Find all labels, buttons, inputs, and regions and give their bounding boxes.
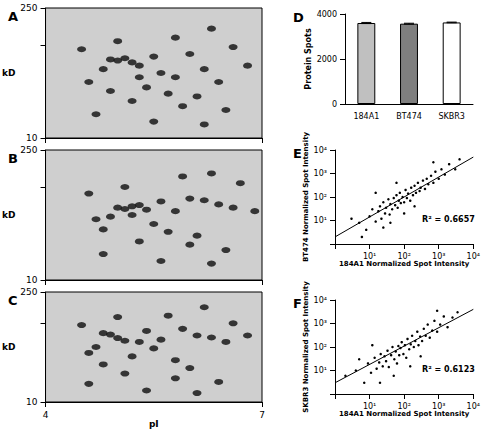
svg-text:10²: 10² (397, 252, 410, 261)
svg-text:2000: 2000 (317, 55, 337, 64)
svg-text:D: D (293, 10, 304, 25)
svg-text:10: 10 (26, 397, 38, 407)
svg-text:kD: kD (2, 68, 15, 78)
svg-text:10¹: 10¹ (314, 366, 327, 375)
svg-text:Protein Spots: Protein Spots (304, 28, 313, 90)
svg-text:BT474 Normalized Spot Intensit: BT474 Normalized Spot Intensity (302, 131, 310, 262)
svg-text:10⁴: 10⁴ (467, 402, 480, 411)
svg-text:A: A (8, 9, 18, 24)
svg-text:10¹: 10¹ (363, 402, 376, 411)
svg-text:10¹: 10¹ (314, 216, 327, 225)
svg-text:R² = 0.6123: R² = 0.6123 (422, 365, 475, 374)
svg-text:F: F (293, 296, 302, 311)
svg-text:SKBR3: SKBR3 (438, 112, 464, 121)
svg-text:10²: 10² (314, 193, 327, 202)
svg-text:10: 10 (26, 275, 38, 285)
svg-text:BT474: BT474 (396, 112, 422, 121)
svg-text:B: B (8, 151, 18, 166)
svg-text:R² = 0.6657: R² = 0.6657 (422, 215, 475, 224)
svg-text:pI: pI (149, 419, 159, 429)
svg-text:SKBR3 Normalized Spot Intensit: SKBR3 Normalized Spot Intensity (302, 281, 310, 413)
svg-text:C: C (8, 293, 18, 308)
svg-text:0: 0 (332, 100, 337, 109)
svg-text:10³: 10³ (314, 319, 327, 328)
svg-text:10⁴: 10⁴ (314, 296, 327, 305)
svg-text:184A1 Normalized Spot Intensit: 184A1 Normalized Spot Intensity (339, 260, 470, 268)
svg-text:10²: 10² (314, 343, 327, 352)
svg-text:kD: kD (2, 210, 15, 220)
svg-text:10²: 10² (397, 402, 410, 411)
svg-text:kD: kD (2, 342, 15, 352)
svg-text:184A1 Normalized Spot Intensit: 184A1 Normalized Spot Intensity (339, 410, 470, 418)
svg-text:7: 7 (259, 410, 265, 420)
svg-text:10³: 10³ (432, 252, 445, 261)
svg-text:10¹: 10¹ (363, 252, 376, 261)
svg-text:10: 10 (26, 133, 38, 143)
svg-text:10⁴: 10⁴ (467, 252, 480, 261)
svg-text:10³: 10³ (432, 402, 445, 411)
svg-text:4: 4 (43, 410, 49, 420)
svg-text:184A1: 184A1 (353, 112, 379, 121)
svg-text:250: 250 (20, 287, 37, 297)
svg-text:250: 250 (20, 3, 37, 13)
svg-text:4000: 4000 (317, 10, 337, 19)
svg-text:10³: 10³ (314, 169, 327, 178)
svg-text:10⁴: 10⁴ (314, 146, 327, 155)
svg-text:250: 250 (20, 145, 37, 155)
svg-text:E: E (293, 146, 302, 161)
